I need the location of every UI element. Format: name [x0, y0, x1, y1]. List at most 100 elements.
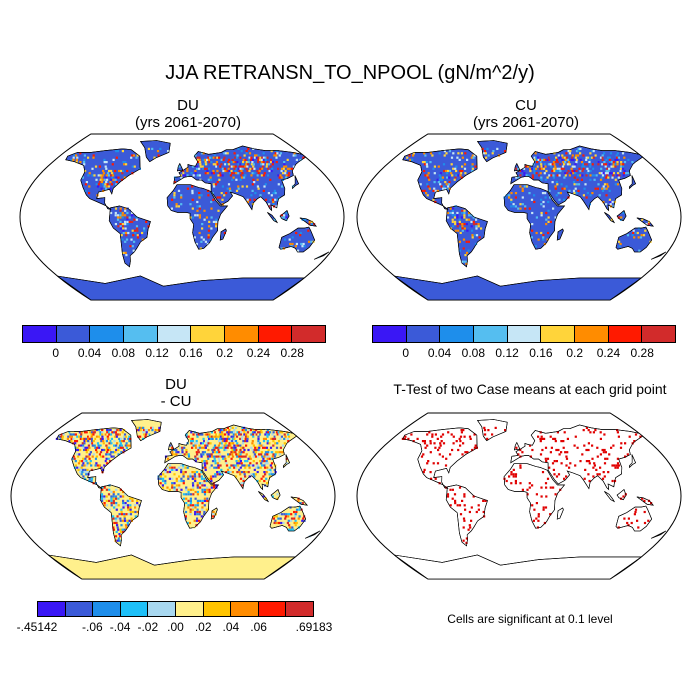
grid-cell — [431, 435, 434, 438]
grid-cell — [463, 214, 466, 217]
grid-cell — [87, 156, 90, 159]
grid-cell — [217, 464, 220, 467]
grid-cell — [607, 156, 610, 159]
colorbar-label: -.04 — [109, 620, 131, 634]
grid-cell — [184, 517, 187, 520]
grid-cell — [547, 156, 550, 159]
grid-cell — [79, 435, 82, 438]
grid-cell — [275, 431, 279, 434]
grid-cell — [570, 167, 573, 170]
grid-cell — [463, 211, 466, 215]
grid-cell — [194, 455, 197, 458]
grid-cell — [258, 453, 261, 456]
grid-cell — [536, 161, 539, 164]
grid-cell — [283, 524, 286, 527]
grid-cell — [137, 429, 141, 432]
grid-cell — [560, 462, 563, 465]
ttest-title: T-Test of two Case means at each grid po… — [393, 381, 667, 397]
grid-cell — [585, 448, 588, 452]
grid-cell — [271, 167, 274, 170]
coastline — [636, 217, 654, 227]
coastline — [57, 275, 306, 301]
grid-cell — [275, 150, 278, 153]
cu-panel-title: CU (yrs 2061-2070) — [366, 97, 686, 131]
grid-cell — [193, 519, 196, 522]
grid-cell — [554, 158, 557, 161]
grid-cell — [258, 479, 261, 483]
grid-cell — [198, 194, 201, 197]
grid-cell — [275, 154, 278, 157]
grid-cell — [579, 152, 582, 155]
grid-cell — [299, 234, 302, 237]
grid-cell — [231, 437, 234, 440]
grid-cell — [291, 506, 294, 509]
grid-cell — [186, 517, 190, 520]
grid-cell — [214, 446, 217, 449]
grid-cell — [470, 214, 473, 217]
grid-cell — [192, 433, 195, 436]
grid-cell — [182, 466, 185, 469]
coastline — [270, 489, 281, 501]
grid-cell — [585, 163, 589, 166]
grid-cell — [214, 475, 217, 478]
grid-cell — [517, 207, 520, 210]
grid-cell — [181, 448, 184, 452]
colorbar-label: 0.04 — [427, 346, 452, 360]
grid-cell — [601, 189, 605, 192]
grid-cell — [240, 482, 243, 485]
grid-cell — [182, 493, 185, 496]
grid-cell — [72, 156, 75, 159]
grid-cell — [519, 207, 522, 210]
grid-cell — [136, 429, 139, 432]
grid-cell — [270, 158, 273, 161]
grid-cell — [213, 455, 216, 458]
grid-cell — [106, 451, 109, 454]
significance-note: Cells are significant at 0.1 level — [447, 612, 613, 626]
grid-cell — [122, 490, 125, 494]
grid-cell — [537, 435, 540, 438]
grid-cell — [232, 176, 235, 179]
grid-cell — [120, 231, 123, 235]
grid-cell — [579, 147, 582, 150]
grid-cell — [572, 163, 575, 166]
grid-cell — [567, 169, 570, 173]
grid-cell — [251, 183, 254, 186]
grid-cell — [196, 446, 200, 449]
grid-cell — [280, 176, 283, 179]
grid-cell — [605, 187, 608, 190]
grid-cell — [124, 499, 127, 502]
grid-cell — [250, 464, 253, 467]
grid-cell — [129, 504, 132, 507]
grid-cell — [121, 216, 124, 219]
coastline — [556, 507, 564, 520]
grid-cell — [94, 165, 98, 168]
grid-cell — [257, 154, 260, 157]
grid-cell — [278, 455, 281, 458]
grid-cell — [280, 214, 283, 217]
grid-cell — [408, 154, 411, 157]
grid-cell — [214, 462, 217, 465]
grid-cell — [295, 242, 298, 246]
grid-cell — [214, 451, 217, 454]
grid-cell — [553, 460, 556, 463]
grid-cell — [206, 189, 210, 192]
grid-cell — [239, 172, 242, 175]
grid-cell — [540, 176, 543, 179]
grid-cell — [239, 460, 242, 463]
grid-cell — [115, 519, 118, 522]
grid-cell — [68, 440, 71, 443]
grid-cell — [585, 156, 588, 159]
grid-cell — [215, 437, 218, 440]
grid-cell — [448, 187, 451, 190]
grid-cell — [525, 167, 528, 170]
grid-cell — [82, 444, 85, 447]
grid-cell — [132, 510, 135, 514]
grid-cell — [526, 488, 529, 491]
grid-cell — [239, 437, 242, 440]
grid-cell — [94, 431, 97, 434]
grid-cell — [512, 473, 515, 476]
grid-cell — [162, 477, 165, 480]
grid-cell — [468, 214, 471, 217]
grid-cell — [562, 156, 565, 159]
colorbar-swatch — [65, 602, 94, 616]
